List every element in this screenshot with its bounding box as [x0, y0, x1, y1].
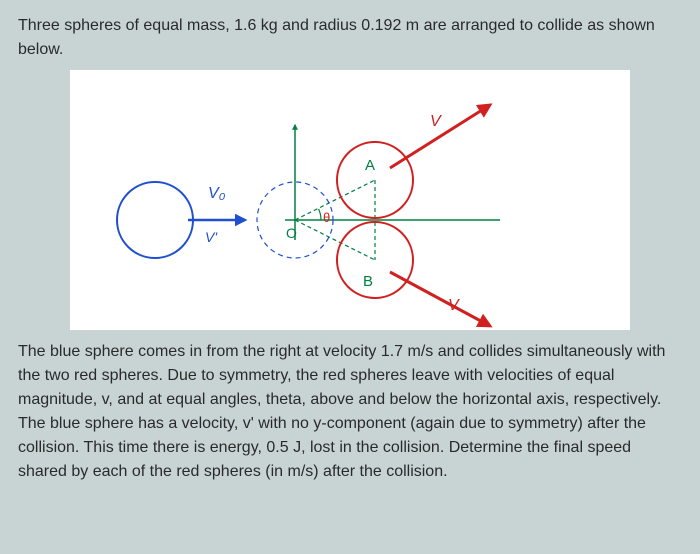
svg-text:θ: θ	[323, 210, 330, 225]
svg-text:A: A	[365, 157, 375, 174]
intro-text: Three spheres of equal mass, 1.6 kg and …	[18, 14, 682, 62]
collision-diagram: V₀ V' Oθ A B V V	[70, 70, 630, 330]
svg-text:O: O	[286, 225, 297, 241]
body-text: The blue sphere comes in from the right …	[18, 340, 682, 484]
svg-text:V: V	[430, 113, 442, 130]
svg-text:B: B	[363, 273, 373, 290]
diagram-svg: V₀ V' Oθ A B V V	[70, 70, 630, 330]
svg-text:V₀: V₀	[208, 185, 226, 202]
svg-text:V': V'	[205, 229, 218, 245]
svg-text:V: V	[448, 297, 460, 314]
